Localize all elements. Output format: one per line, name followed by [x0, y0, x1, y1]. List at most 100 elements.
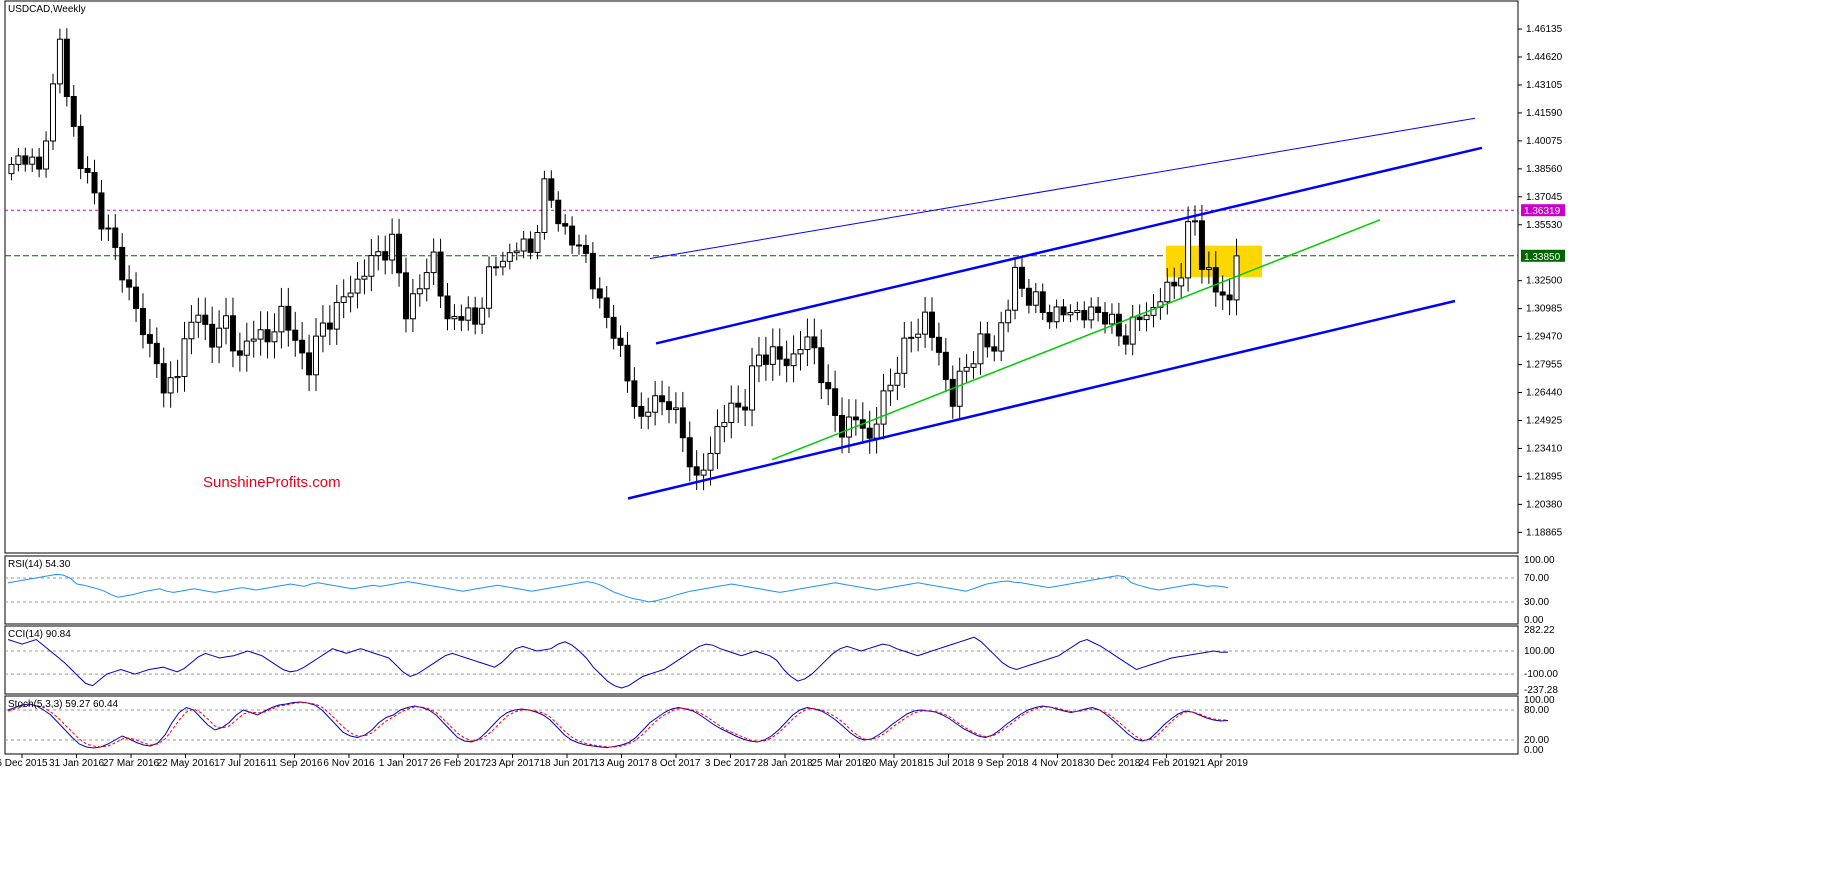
candle-body: [749, 365, 756, 411]
candle-body: [340, 296, 347, 303]
indicator-line: [7, 701, 1228, 748]
price-tick-label: 1.40075: [1526, 136, 1563, 147]
candle-body: [1136, 316, 1143, 321]
support-line: [771, 219, 1381, 461]
candle-body: [458, 316, 465, 321]
cci-panel-frame: [4, 625, 1519, 695]
candle-body: [209, 323, 216, 348]
candle-body: [1012, 266, 1019, 311]
candle-body: [852, 416, 859, 421]
candle-body: [887, 384, 894, 392]
candle-body: [984, 333, 991, 348]
channel-lower-line: [627, 299, 1456, 500]
candle-body: [416, 288, 423, 295]
candle-body: [894, 372, 901, 386]
price-marker-box: [1521, 249, 1565, 262]
candle-body: [375, 251, 382, 257]
time-tick-label: 6 Dec 2015: [0, 758, 48, 769]
candle-body: [610, 316, 617, 339]
time-tick-label: 31 Jan 2016: [49, 758, 104, 769]
indicator-line: [7, 573, 1229, 603]
candle-body: [423, 272, 430, 290]
candle-body: [617, 337, 624, 346]
candle-body: [1129, 316, 1136, 345]
indicator-tick-label: 0.00: [1524, 615, 1544, 626]
candle-body: [174, 375, 181, 379]
price-tick-label: 1.44620: [1526, 52, 1563, 63]
candle-body: [1032, 291, 1039, 306]
price-tick-label: 1.41590: [1526, 108, 1563, 119]
candle-body: [285, 305, 292, 331]
indicator-tick-label: 0.00: [1524, 745, 1544, 756]
candle-body: [1088, 306, 1095, 321]
candle-body: [306, 352, 313, 376]
candle-body: [665, 401, 672, 411]
candle-body: [735, 402, 742, 408]
time-tick-label: 3 Dec 2017: [705, 758, 757, 769]
price-tick-label: 1.30985: [1526, 304, 1563, 315]
candle-body: [437, 251, 444, 297]
candle-body: [1198, 220, 1205, 270]
candle-body: [866, 427, 873, 439]
price-tick-label: 1.27955: [1526, 360, 1563, 371]
time-tick-label: 6 Nov 2016: [323, 758, 375, 769]
candle-body: [126, 279, 133, 288]
price-tick-label: 1.24925: [1526, 415, 1563, 426]
candle-body: [1108, 313, 1115, 325]
candle-body: [98, 192, 105, 230]
candle-body: [167, 377, 174, 394]
candle-body: [624, 344, 631, 382]
indicator-line: [7, 701, 1229, 749]
candle-body: [91, 171, 98, 194]
candle-body: [1122, 335, 1129, 345]
price-tick-label: 1.46135: [1526, 24, 1563, 35]
rsi-panel-frame: [4, 555, 1519, 625]
price-tick-label: 1.32500: [1526, 276, 1563, 287]
candle-body: [1060, 306, 1067, 316]
candle-body: [548, 178, 555, 201]
candle-body: [742, 406, 749, 411]
candle-body: [333, 301, 340, 330]
candle-body: [160, 363, 167, 394]
price-marker-label: 1.33850: [1524, 252, 1561, 263]
candle-body: [1178, 277, 1185, 287]
time-tick-label: 21 Apr 2019: [1194, 758, 1248, 769]
candle-body: [915, 333, 922, 338]
candle-body: [1102, 312, 1109, 325]
price-marker-box: [1521, 204, 1565, 217]
candle-body: [1205, 267, 1212, 270]
candle-body: [783, 358, 790, 367]
candle-body: [596, 288, 603, 299]
candle-body: [679, 407, 686, 439]
time-tick-label: 9 Sep 2018: [977, 758, 1029, 769]
price-tick-label: 1.21895: [1526, 471, 1563, 482]
candle-body: [56, 38, 63, 85]
candle-body: [444, 295, 451, 320]
candle-body: [672, 407, 679, 411]
candle-body: [700, 469, 707, 476]
candle-body: [873, 423, 880, 439]
candle-body: [603, 297, 610, 318]
main-grid: [5, 209, 1518, 257]
candle-body: [119, 246, 126, 281]
price-tick-label: 1.35530: [1526, 220, 1563, 231]
candle-body: [1081, 309, 1088, 321]
candle-body: [43, 140, 50, 170]
candle-body: [465, 307, 472, 321]
candle-body: [804, 336, 811, 351]
candle-body: [1192, 220, 1199, 223]
channel-upper-line: [655, 146, 1483, 345]
candle-body: [472, 307, 479, 325]
rsi-title: RSI(14) 54.30: [8, 559, 71, 570]
price-tick-label: 1.23410: [1526, 443, 1563, 454]
candle-body: [769, 346, 776, 365]
candle-body: [486, 266, 493, 309]
time-tick-label: 17 Jul 2016: [214, 758, 266, 769]
candle-body: [264, 329, 271, 343]
indicator-tick-label: 282.22: [1524, 625, 1555, 636]
candle-body: [1226, 294, 1233, 301]
candle-body: [576, 244, 583, 247]
